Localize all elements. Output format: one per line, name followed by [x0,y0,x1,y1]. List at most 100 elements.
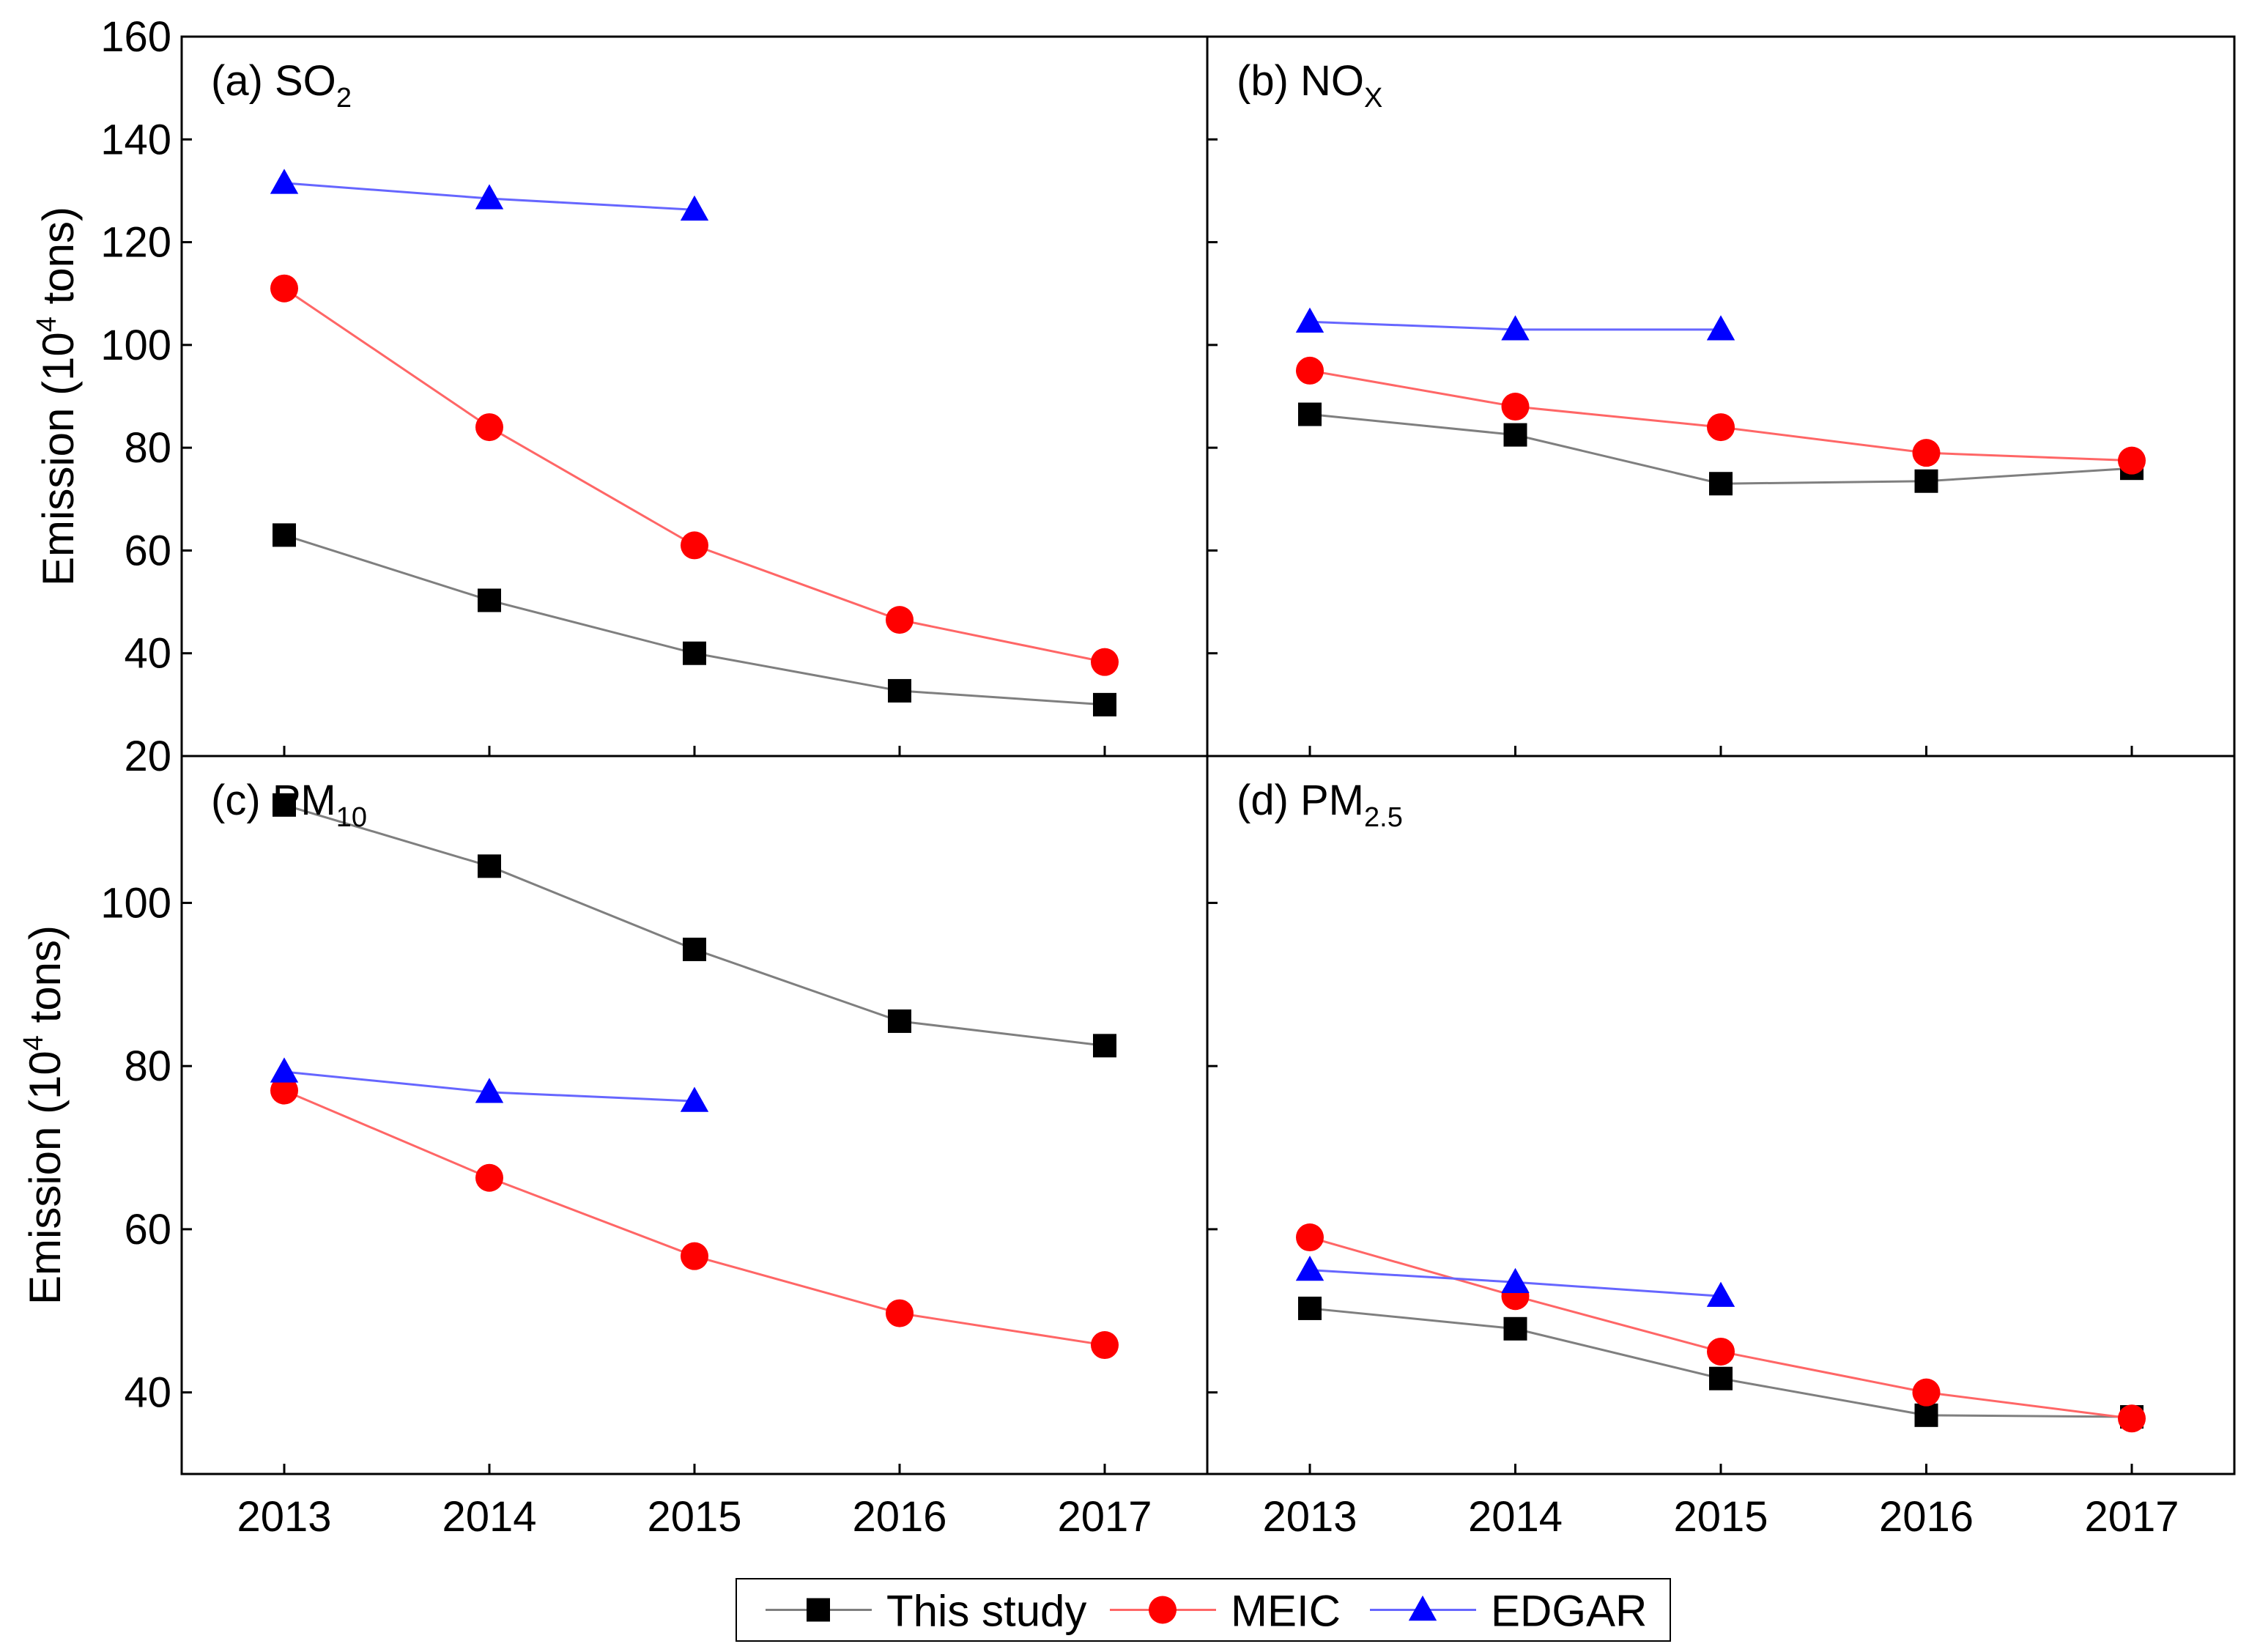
y-axis-title-suffix: tons) [34,207,83,316]
panel-label-a: (a) SO2 [211,57,352,114]
data-point-edgar-2014 [1501,1267,1530,1293]
data-point-this-study-2015 [1709,1366,1733,1390]
panel-label-subscript: 10 [336,802,367,833]
data-point-meic-2017 [1091,648,1119,676]
panel-label-c: (c) PM10 [211,777,367,833]
panel-a: 20 40 60 80 100 120 140 160 (a) SO2 [100,13,1119,780]
data-point-meic-2017 [1091,1331,1119,1360]
x-tick-label: 2017 [1057,1493,1152,1541]
data-point-edgar-2014 [1501,315,1530,341]
data-point-this-study-2014 [1503,1316,1527,1341]
series-c-edgar [270,1057,709,1112]
data-point-meic-2016 [886,1299,914,1327]
y-tick-label: 140 [100,116,171,163]
legend: This study MEIC EDGAR [736,1578,1671,1642]
data-point-meic-2013 [1296,356,1324,385]
data-point-edgar-2015 [680,195,709,221]
data-point-this-study-2014 [478,854,501,878]
data-point-this-study-2015 [683,937,706,961]
series-b-meic [1296,356,2146,475]
panels-layer: 20 40 60 80 100 120 140 160 (a) SO2 (b) NOX 40 60 80… [18,13,2236,1541]
data-point-meic-2016 [886,606,914,634]
data-point-this-study-2014 [1503,423,1527,447]
panel-label-subscript: X [1364,83,1382,114]
data-point-meic-2015 [681,1242,708,1270]
y-tick-label: 80 [124,424,171,472]
data-point-this-study-2016 [888,1009,911,1033]
data-point-meic-2016 [1912,439,1941,467]
y-tick-label: 40 [124,630,171,678]
data-point-edgar-2015 [1706,315,1735,341]
y-tick-label: 100 [100,879,171,927]
panel-d: (d) PM2.5 [1207,777,2146,1474]
y-tick-label: 20 [124,733,171,780]
y-axis-title-suffix: tons) [21,925,70,1035]
series-a-meic [270,274,1119,676]
legend-marker [1149,1596,1177,1624]
y-tick-label: 100 [100,322,171,369]
data-point-meic-2015 [1707,413,1735,442]
legend-label: This study [886,1587,1086,1636]
legend-marker [807,1598,830,1622]
series-c-meic [270,1076,1119,1360]
data-point-edgar-2014 [475,1078,504,1103]
x-tick-label: 2016 [852,1493,946,1541]
series-c-this-study [273,793,1116,1058]
series-a-this-study [273,523,1116,716]
y-tick-label: 80 [124,1042,171,1090]
series-d-meic [1296,1223,2146,1433]
y-axis-title: Emission (104 tons) [32,207,83,586]
panel-label-subscript: 2.5 [1364,802,1403,833]
x-tick-label: 2015 [647,1493,741,1541]
data-point-meic-2015 [681,531,708,560]
y-tick-label: 60 [124,527,171,574]
x-tick-label: 2013 [1262,1493,1357,1541]
x-tick-label: 2017 [2084,1493,2179,1541]
data-point-meic-2013 [270,1076,298,1105]
data-point-edgar-2014 [475,184,504,210]
series-a-edgar [270,168,709,221]
data-point-edgar-2013 [1295,307,1324,333]
y-axis-title: Emission (104 tons) [18,925,70,1305]
data-point-this-study-2016 [1914,1403,1938,1427]
y-axis-title-text: Emission (10 [21,1051,70,1305]
data-point-this-study-2013 [1298,402,1322,426]
legend-label: EDGAR [1491,1587,1647,1636]
data-point-meic-2013 [270,274,298,303]
panel-b: (b) NOX [1207,35,2146,758]
legend-entry-meic: MEIC [1110,1587,1341,1636]
legend-entry-edgar: EDGAR [1370,1587,1647,1636]
data-point-this-study-2014 [478,588,501,612]
legend-entry-this-study: This study [766,1587,1086,1636]
panel-label-text: (d) PM [1237,777,1364,824]
panel-label-b: (b) NOX [1237,57,1382,114]
data-point-meic-2015 [1707,1337,1735,1366]
y-tick-label: 120 [100,219,171,267]
y-tick-label: 60 [124,1206,171,1253]
data-point-this-study-2015 [683,641,706,665]
data-point-meic-2013 [1296,1223,1324,1252]
series-b-edgar [1295,307,1735,341]
data-point-meic-2017 [2118,1404,2146,1433]
panel-label-text: (b) NO [1237,57,1364,105]
x-tick-label: 2016 [1879,1493,1974,1541]
panel-label-d: (d) PM2.5 [1237,777,1403,833]
x-tick-label: 2014 [442,1493,536,1541]
panel-c: 40 60 80 100 (c) PM10 [100,777,1119,1474]
data-point-meic-2014 [1501,393,1530,421]
y-axis-title-superscript: 4 [32,316,62,332]
data-point-edgar-2013 [270,1057,299,1083]
x-tick-label: 2015 [1673,1493,1768,1541]
data-point-edgar-2015 [1706,1281,1735,1307]
panel-label-text: (c) PM [211,777,336,824]
data-point-this-study-2017 [1093,692,1116,716]
data-point-edgar-2013 [270,168,299,194]
x-tick-label: 2014 [1468,1493,1563,1541]
data-point-meic-2017 [2118,446,2146,475]
panel-label-text: (a) SO [211,57,336,105]
data-point-this-study-2013 [273,523,296,547]
data-point-this-study-2013 [1298,1296,1322,1320]
data-point-meic-2016 [1912,1378,1941,1407]
